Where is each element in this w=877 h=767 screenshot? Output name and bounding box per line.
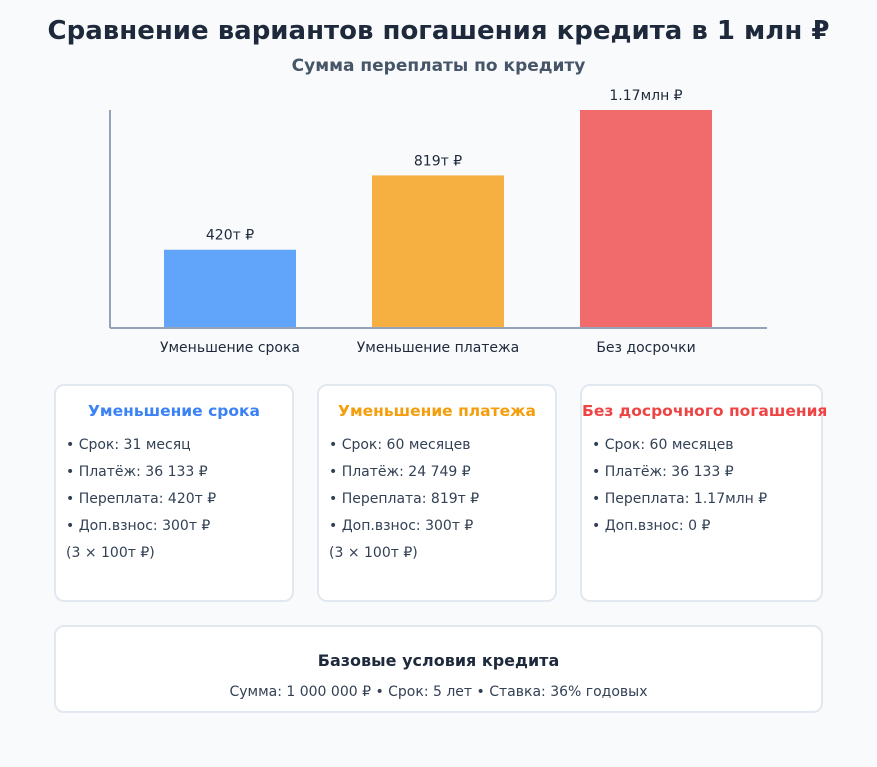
- overpayment-bar-chart: 420т ₽ Уменьшение срока 819т ₽ Уменьшение п…: [109, 88, 767, 356]
- card-item-payment: • Платёж: 36 133 ₽: [66, 464, 208, 480]
- card-item-extra-payment: • Доп.взнос: 0 ₽: [592, 518, 711, 534]
- card-item-term: • Срок: 31 месяц: [66, 437, 191, 453]
- data-label-2: 819т ₽: [414, 153, 462, 169]
- bar-2: [372, 175, 504, 328]
- data-label-3: 1.17млн ₽: [609, 88, 682, 104]
- card-item-overpayment: • Переплата: 420т ₽: [66, 491, 217, 507]
- category-label-1: Уменьшение срока: [160, 340, 300, 356]
- card-reduce-payment: Уменьшение платежа • Срок: 60 месяцев • …: [317, 384, 557, 602]
- base-conditions-panel: Базовые условия кредита Сумма: 1 000 000…: [54, 625, 823, 713]
- page-title: Сравнение вариантов погашения кредита в …: [47, 16, 830, 46]
- card-note: (3 × 100т ₽): [329, 545, 418, 561]
- bar-3: [580, 110, 712, 328]
- card-no-early-repayment: Без досрочного погашения • Срок: 60 меся…: [580, 384, 828, 602]
- card-title: Уменьшение срока: [87, 402, 260, 420]
- bar-1: [164, 249, 296, 328]
- card-item-extra-payment: • Доп.взнос: 300т ₽: [66, 518, 211, 534]
- card-item-term: • Срок: 60 месяцев: [329, 437, 471, 453]
- card-details: • Срок: 31 месяц • Платёж: 36 133 ₽ • Пе…: [56, 432, 292, 540]
- data-label-1: 420т ₽: [206, 228, 254, 244]
- card-item-payment: • Платёж: 36 133 ₽: [592, 464, 734, 480]
- card-item-overpayment: • Переплата: 819т ₽: [329, 491, 480, 507]
- card-item-term: • Срок: 60 месяцев: [592, 437, 734, 453]
- category-label-3: Без досрочки: [596, 340, 695, 356]
- card-details: • Срок: 60 месяцев • Платёж: 36 133 ₽ • …: [582, 432, 821, 540]
- base-conditions-title: Базовые условия кредита: [317, 651, 560, 670]
- category-label-2: Уменьшение платежа: [357, 340, 520, 356]
- card-reduce-term: Уменьшение срока • Срок: 31 месяц • Плат…: [54, 384, 294, 602]
- card-title: Без досрочного погашения: [582, 402, 828, 420]
- card-item-payment: • Платёж: 24 749 ₽: [329, 464, 471, 480]
- card-item-overpayment: • Переплата: 1.17млн ₽: [592, 491, 768, 507]
- chart-title: Сумма переплаты по кредиту: [291, 56, 586, 76]
- card-item-extra-payment: • Доп.взнос: 300т ₽: [329, 518, 474, 534]
- base-conditions-text: Сумма: 1 000 000 ₽ • Срок: 5 лет • Ставк…: [229, 684, 648, 700]
- card-title: Уменьшение платежа: [338, 402, 536, 420]
- card-note: (3 × 100т ₽): [66, 545, 155, 561]
- card-details: • Срок: 60 месяцев • Платёж: 24 749 ₽ • …: [319, 432, 555, 540]
